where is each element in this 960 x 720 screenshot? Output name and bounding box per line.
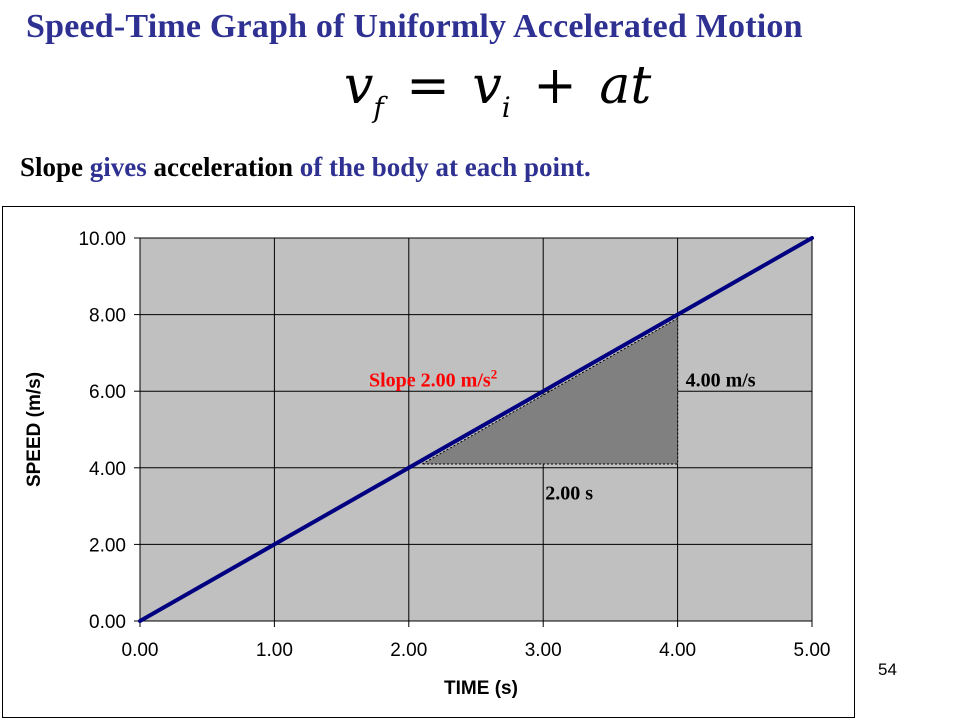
y-tick-label: 8.00 <box>89 306 126 327</box>
velocity-formula: vf = vi + at <box>344 60 651 122</box>
x-tick-label: 5.00 <box>794 640 831 661</box>
y-axis-label: SPEED (m/s) <box>24 372 45 487</box>
subtitle-part: gives <box>83 152 154 182</box>
x-tick-label: 3.00 <box>525 640 562 661</box>
speed-time-chart: 0.00 1.00 2.00 3.00 4.00 5.00 0.00 2.00 4.00 6.00… <box>24 229 831 699</box>
slide-title: Speed-Time Graph of Uniformly Accelerate… <box>26 8 803 45</box>
formula-vi: vi <box>472 56 511 124</box>
run-label: 2.00 s <box>545 483 593 505</box>
y-tick-label: 4.00 <box>89 459 126 480</box>
slope-label: Slope 2.00 m/s2 <box>369 367 497 392</box>
chart-area: 0.00 1.00 2.00 3.00 4.00 5.00 0.00 2.00 4.00 6.00… <box>2 206 855 718</box>
subtitle-part: Slope <box>20 152 84 182</box>
formula-equals: = <box>406 56 450 116</box>
speed-line <box>138 236 814 623</box>
x-tick-label: 0.00 <box>122 640 159 661</box>
x-tick-label: 2.00 <box>390 640 427 661</box>
y-tick-label: 2.00 <box>89 535 126 556</box>
subtitle-part: of the body at each point. <box>292 152 591 182</box>
formula-plus: + <box>533 56 577 116</box>
rise-label: 4.00 m/s <box>686 370 756 392</box>
x-tick-label: 1.00 <box>256 640 293 661</box>
slope-label-exponent: 2 <box>491 367 498 382</box>
plot-border <box>139 237 813 622</box>
formula-vf: vf <box>344 56 384 124</box>
y-tick-label: 0.00 <box>89 612 126 633</box>
slide-subtitle: Slope gives acceleration of the body at … <box>20 152 591 183</box>
x-tick-label: 4.00 <box>659 640 696 661</box>
formula-at: at <box>599 56 652 116</box>
subtitle-part: acceleration <box>153 152 293 182</box>
y-tick-label: 6.00 <box>89 382 126 403</box>
y-tick-label: 10.00 <box>78 229 126 250</box>
x-axis-label: TIME (s) <box>444 678 518 699</box>
slope-triangle <box>420 317 679 465</box>
page-number: 54 <box>878 660 897 679</box>
